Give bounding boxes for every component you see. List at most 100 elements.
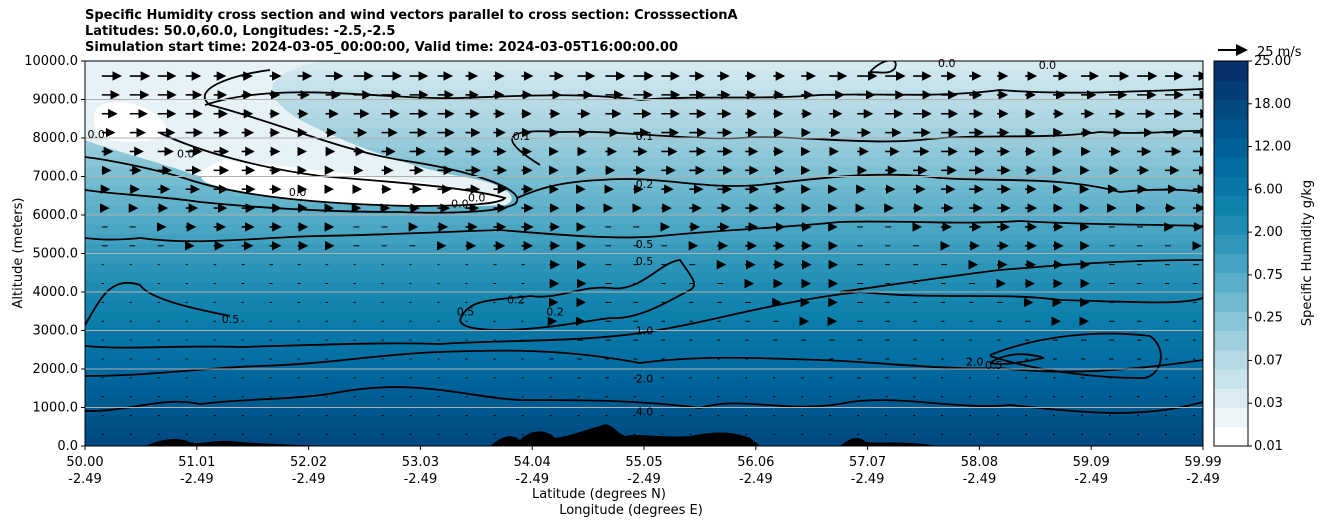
x-axis: 50.00 -2.49 51.01 -2.49 52.02 -2.49 53.03 -2.49…: [66, 446, 1222, 487]
humidity-band: [85, 407, 1203, 419]
humidity-band: [85, 311, 1203, 322]
x-axis-label-longitude: Longitude (degrees E): [559, 503, 703, 518]
colorbar-tick-label: 18.00: [1254, 97, 1291, 112]
colorbar-segment: [1214, 138, 1248, 158]
x-tick-label-lat: 55.05: [625, 455, 662, 470]
colorbar-segment: [1214, 61, 1248, 81]
x-tick-label-lat: 59.99: [1184, 455, 1221, 470]
x-tick-label-lat: 51.01: [178, 455, 215, 470]
humidity-band: [85, 340, 1203, 351]
x-tick-label-lon: -2.49: [627, 472, 661, 487]
humidity-band: [85, 369, 1203, 380]
x-tick-label-lon: -2.49: [851, 472, 885, 487]
colorbar-segment: [1214, 253, 1248, 274]
x-tick-label-lat: 59.09: [1073, 455, 1110, 470]
humidity-contour-lines: [85, 61, 1203, 414]
colorbar-segment: [1214, 176, 1248, 197]
contour-label: 0.5: [636, 255, 654, 268]
y-tick-label: 9000.0: [33, 93, 79, 108]
chart-title-line-3: Simulation start time: 2024-03-05_00:00:…: [85, 40, 678, 55]
x-tick-label-lat: 58.08: [961, 455, 998, 470]
x-tick-label-lon: -2.49: [292, 472, 326, 487]
contour-line: [516, 173, 1203, 199]
x-tick-label-lat: 56.06: [737, 455, 774, 470]
y-tick-label: 0.0: [57, 439, 78, 454]
colorbar-tick-label: 12.00: [1254, 140, 1291, 155]
quiver-key: 25 m/s: [1218, 44, 1302, 60]
humidity-band: [85, 388, 1203, 399]
colorbar-tick-label: 0.07: [1254, 353, 1283, 368]
humidity-band: [85, 61, 1203, 72]
colorbar-frame: [1213, 60, 1249, 447]
terrain-silhouette: [145, 424, 940, 446]
colorbar-tick-label: 0.25: [1254, 311, 1283, 326]
humidity-filled-contours: [85, 61, 1203, 446]
chart-title-line-1: Specific Humidity cross section and wind…: [85, 8, 738, 23]
contour-label: 0.1: [513, 130, 531, 143]
colorbar-segment: [1214, 195, 1248, 216]
contour-label: 0.1: [636, 130, 654, 143]
contour-line: [85, 349, 1203, 377]
humidity-band: [85, 359, 1203, 370]
contour-label: 0.0: [468, 192, 486, 205]
y-tick-label: 5000.0: [33, 247, 79, 262]
y-tick-label: 10000.0: [24, 54, 78, 69]
x-tick-label-lat: 53.03: [402, 455, 439, 470]
colorbar-segment: [1214, 426, 1248, 447]
contour-line: [511, 129, 1203, 166]
contour-labels: 0.00.00.00.0 0.00.0 0.00.1 0.10.20.20.20.50…: [87, 57, 1056, 418]
humidity-band: [85, 243, 1203, 255]
x-axis-label-latitude: Latitude (degrees N): [532, 487, 666, 502]
y-tick-label: 6000.0: [33, 208, 79, 223]
colorbar-segment: [1214, 157, 1248, 177]
colorbar-segment: [1214, 234, 1248, 254]
contour-label: 0.0: [451, 197, 469, 210]
humidity-band: [85, 349, 1203, 361]
colorbar-tick-label: 0.03: [1254, 396, 1283, 411]
contour-line: [989, 353, 1045, 365]
chart-title-line-2: Latitudes: 50.0,60.0, Longitudes: -2.5,-…: [85, 24, 396, 39]
contour-line: [85, 69, 519, 214]
humidity-band: [85, 186, 1203, 197]
humidity-band: [85, 426, 1203, 438]
humidity-band: [85, 99, 1203, 111]
x-tick-label-lon: -2.49: [1074, 472, 1108, 487]
humidity-band: [85, 272, 1203, 284]
colorbar-segment: [1214, 292, 1248, 312]
y-tick-label: 4000.0: [33, 285, 79, 300]
x-tick-label-lon: -2.49: [963, 472, 997, 487]
x-tick-label-lon: -2.49: [68, 472, 102, 487]
contour-label: 1.0: [636, 325, 654, 338]
colorbar-segment: [1214, 215, 1248, 235]
contour-label: 0.0: [177, 147, 195, 160]
contour-label: 0.5: [457, 305, 475, 318]
contour-line: [459, 259, 695, 331]
y-tick-label: 1000.0: [33, 401, 79, 416]
colorbar-tick-label: 25.00: [1254, 54, 1291, 69]
contour-label: 0.5: [985, 359, 1003, 372]
humidity-band: [85, 282, 1203, 293]
humidity-band: [85, 292, 1203, 303]
humidity-band: [85, 138, 1203, 149]
contour-label: 0.2: [546, 305, 564, 318]
grid-lines: [85, 99, 1203, 408]
contour-line: [85, 132, 507, 207]
contour-label: 0.5: [222, 313, 240, 326]
y-tick-label: 8000.0: [33, 131, 79, 146]
humidity-band: [85, 253, 1203, 265]
y-tick-label: 2000.0: [33, 362, 79, 377]
x-tick-label-lon: -2.49: [515, 472, 549, 487]
colorbar-segment: [1214, 118, 1248, 139]
contour-label: 0.0: [938, 57, 956, 70]
x-tick-label-lat: 52.02: [290, 455, 327, 470]
humidity-band: [85, 118, 1203, 130]
x-tick-label-lon: -2.49: [1186, 472, 1220, 487]
x-tick-label-lat: 54.04: [514, 455, 551, 470]
y-axis: 0.0 1000.0 2000.0 3000.0 4000.0 5000.0 6000.0 7…: [24, 54, 85, 454]
humidity-band: [85, 195, 1203, 207]
y-tick-label: 3000.0: [33, 324, 79, 339]
y-tick-label: 7000.0: [33, 170, 79, 185]
colorbar-segment: [1214, 80, 1248, 100]
colorbar: 0.01 0.03 0.07 0.25 0.75 2.00 6.00 12.00 18.00 25…: [1213, 54, 1291, 454]
humidity-band: [85, 157, 1203, 168]
